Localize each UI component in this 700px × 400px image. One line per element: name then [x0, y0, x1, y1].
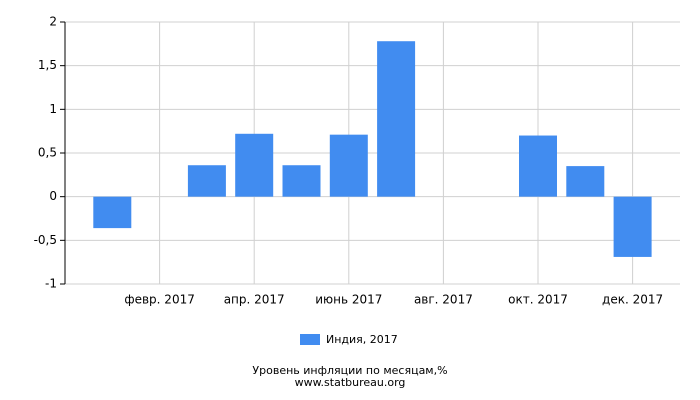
x-tick-label: июнь 2017 — [315, 293, 382, 307]
bar — [93, 196, 132, 229]
bar — [187, 165, 226, 197]
x-tick-label: авг. 2017 — [414, 293, 473, 307]
y-tick-label: 1 — [49, 102, 57, 116]
legend-swatch — [300, 334, 320, 345]
y-tick-label: 0 — [49, 189, 57, 203]
y-tick-label: 1,5 — [38, 58, 57, 72]
y-tick-label: -1 — [45, 277, 57, 291]
bar — [566, 166, 605, 197]
legend-label: Индия, 2017 — [326, 333, 398, 346]
bar — [282, 165, 321, 197]
bar — [613, 196, 652, 257]
x-tick-label: февр. 2017 — [124, 293, 195, 307]
x-tick-label: окт. 2017 — [508, 293, 568, 307]
chart-title: Уровень инфляции по месяцам,% — [252, 364, 447, 377]
bar — [519, 135, 557, 197]
chart-subtitle: www.statbureau.org — [295, 376, 406, 389]
y-tick-label: 2 — [49, 15, 57, 29]
x-tick-label: апр. 2017 — [224, 293, 285, 307]
y-tick-label: 0,5 — [38, 146, 57, 160]
bar — [235, 133, 274, 197]
y-tick-label: -0,5 — [34, 233, 57, 247]
x-tick-label: дек. 2017 — [602, 293, 663, 307]
bar — [329, 134, 368, 197]
bar — [377, 41, 416, 197]
